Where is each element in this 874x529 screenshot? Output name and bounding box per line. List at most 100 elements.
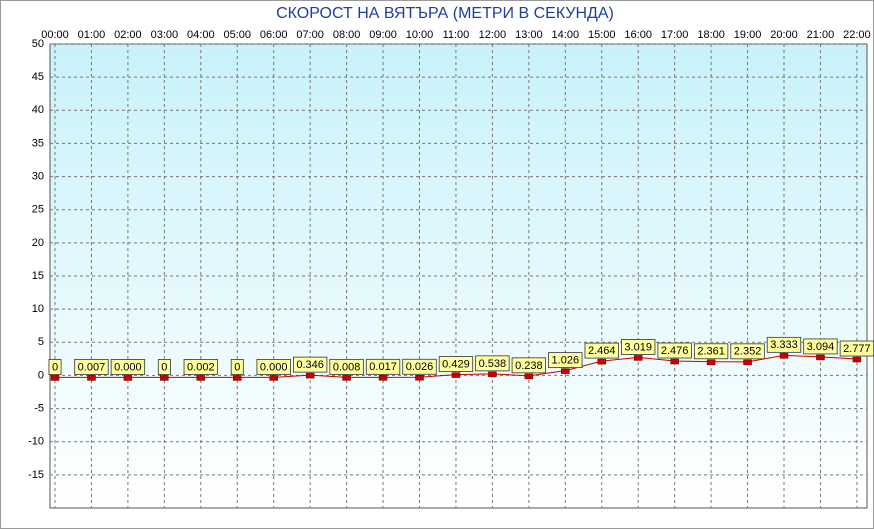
marker (196, 375, 206, 381)
value-label: 0.008 (333, 361, 361, 373)
y-tick-label: 5 (38, 336, 44, 348)
value-label-box (548, 352, 583, 369)
value-label-box (657, 342, 692, 359)
x-tick-label: 11:00 (443, 29, 470, 41)
value-label: 2.464 (588, 345, 616, 357)
value-label: 3.094 (807, 341, 835, 353)
marker (670, 358, 679, 365)
marker (50, 375, 60, 381)
y-tick-label: 20 (32, 237, 44, 249)
y-tick-label: 45 (32, 71, 44, 83)
y-tick-label: 25 (32, 204, 44, 216)
marker (305, 372, 315, 379)
value-label-box (621, 339, 656, 355)
value-label-box (157, 359, 171, 375)
y-tick-label: 50 (32, 38, 44, 50)
marker (378, 375, 388, 381)
value-label: 0.429 (442, 358, 470, 370)
marker (415, 375, 424, 381)
value-label-box (230, 359, 244, 375)
value-label-box (402, 358, 437, 375)
value-label-box (766, 336, 802, 353)
value-label: 0.000 (114, 361, 142, 373)
x-tick-label: 16:00 (624, 29, 652, 41)
marker (706, 359, 716, 366)
y-tick-label: 30 (32, 170, 44, 182)
value-label-box (803, 338, 838, 355)
value-label: 0.538 (479, 358, 507, 370)
value-label-box (110, 359, 146, 375)
marker (451, 372, 461, 378)
value-label-box (693, 343, 729, 360)
x-tick-label: 12:00 (479, 29, 507, 41)
marker (160, 375, 169, 381)
marker (524, 373, 534, 380)
x-tick-label: 22:00 (843, 29, 871, 41)
marker (87, 375, 96, 381)
x-tick-label: 17:00 (661, 29, 689, 41)
y-tick-label: 15 (32, 270, 44, 282)
marker (123, 375, 133, 381)
value-label: 0.346 (296, 359, 324, 371)
y-tick-label: -10 (28, 436, 44, 448)
y-tick-label: 0 (38, 369, 44, 381)
x-tick-label: 06:00 (260, 29, 288, 41)
x-tick-label: 07:00 (296, 29, 324, 41)
x-tick-label: 18:00 (697, 29, 725, 41)
value-label: 0.238 (515, 360, 543, 372)
value-label-box (329, 358, 364, 375)
x-tick-label: 13:00 (515, 29, 543, 41)
value-label-box (183, 359, 218, 375)
x-tick-label: 14:00 (552, 29, 580, 41)
x-tick-label: 02:00 (114, 29, 142, 41)
value-label: 0.026 (406, 361, 434, 373)
marker (488, 371, 497, 378)
value-label: 2.352 (734, 346, 762, 358)
value-label: 0 (52, 361, 58, 373)
x-tick-label: 00:00 (41, 29, 69, 41)
marker (633, 355, 643, 361)
y-tick-label: 10 (32, 303, 44, 315)
y-tick-label: -15 (28, 469, 44, 481)
x-tick-label: 09:00 (369, 29, 397, 41)
x-tick-label: 05:00 (223, 29, 251, 41)
x-tick-label: 01:00 (78, 29, 106, 41)
value-label-box (292, 356, 328, 373)
value-label: 3.333 (770, 339, 798, 351)
value-label-box (475, 355, 510, 372)
marker (342, 375, 351, 381)
y-tick-label: 40 (32, 104, 44, 116)
value-label: 0.000 (260, 361, 288, 373)
x-tick-label: 19:00 (734, 29, 762, 41)
value-label: 0.017 (369, 361, 397, 373)
value-label-box (730, 343, 765, 360)
x-tick-label: 04:00 (187, 29, 215, 41)
value-label: 2.361 (697, 346, 725, 358)
value-label: 1.026 (552, 355, 580, 367)
marker (816, 354, 825, 361)
value-label: 0 (161, 361, 167, 373)
x-tick-label: 03:00 (151, 29, 179, 41)
marker (233, 375, 242, 381)
chart-title: СКОРОСТ НА ВЯТЪРА (МЕТРИ В СЕКУНДА) (276, 5, 614, 22)
y-tick-label: -5 (34, 402, 44, 414)
value-label: 3.019 (624, 341, 652, 353)
value-label: 0 (234, 361, 240, 373)
x-tick-label: 21:00 (807, 29, 835, 41)
value-label-box (511, 357, 547, 374)
value-label-box (256, 359, 291, 375)
value-label: 0.002 (187, 361, 215, 373)
marker (269, 375, 278, 381)
y-tick-label: 35 (32, 137, 44, 149)
value-label: 2.476 (661, 345, 689, 357)
x-tick-label: 08:00 (333, 29, 361, 41)
value-label-box (48, 359, 62, 375)
marker (743, 359, 752, 366)
value-label-box (438, 356, 474, 372)
x-tick-label: 20:00 (770, 29, 798, 41)
value-label-box (584, 342, 619, 359)
x-tick-label: 10:00 (406, 29, 434, 41)
value-label-box (74, 358, 109, 375)
x-tick-label: 15:00 (588, 29, 616, 41)
